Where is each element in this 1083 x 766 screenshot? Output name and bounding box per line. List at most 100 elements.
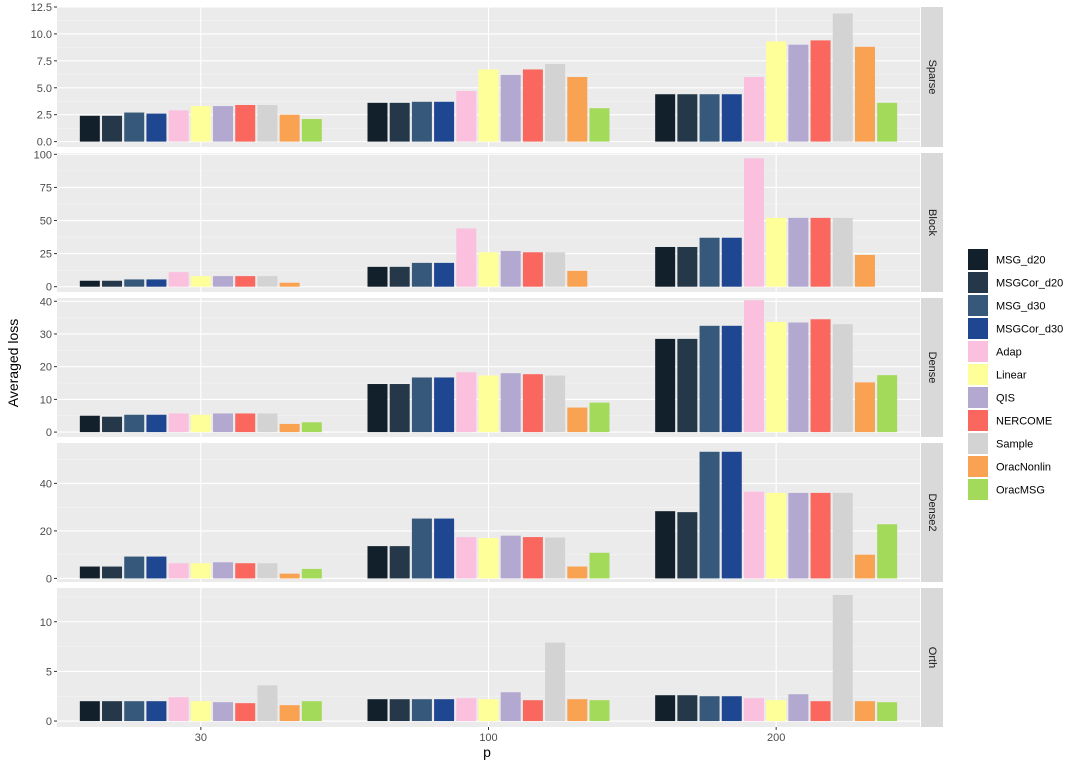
bar-sparse-100-msgcor_d30 [434,101,455,142]
bar-sparse-200-msg_d30 [699,94,720,142]
bar-sparse-200-linear [766,41,787,142]
legend-key [968,387,988,408]
x-tick-label: 100 [479,732,497,744]
bar-dense-200-sample [832,324,853,433]
bar-dense2-200-oracmsg [877,524,898,579]
bar-block-100-qis [500,250,521,287]
bar-sparse-200-oracnonlin [854,46,875,142]
bar-sparse-100-adap [456,91,477,142]
bar-dense-200-msgcor_d30 [721,325,742,433]
legend-key [968,410,988,431]
y-tick-label: 7.5 [37,56,52,68]
facet-strip [921,298,943,437]
y-tick-label: 0 [46,716,52,728]
bar-sparse-100-oracmsg [589,108,610,142]
legend-label: QIS [996,393,1015,405]
bar-orth-30-msgcor_d20 [102,701,123,722]
y-tick-label: 0 [46,282,52,294]
legend-item-oracmsg: OracMSG [968,479,1045,500]
bar-block-200-oracnonlin [854,254,875,287]
bar-sparse-30-linear [190,106,211,142]
bar-dense2-30-msgcor_d30 [146,556,167,579]
y-tick-label: 50 [40,216,52,228]
bar-sparse-200-nercome [810,40,831,142]
y-tick-label: 12.5 [31,2,52,14]
legend-item-qis: QIS [968,387,1015,408]
facet-strip [921,153,943,292]
legend-key [968,341,988,362]
panel-block: 0 25 50 75 100 Block [34,149,943,294]
y-tick-label: 0 [46,573,52,585]
bar-sparse-200-msg_d20 [655,94,676,142]
bar-orth-200-oracmsg [877,702,898,722]
bar-sparse-200-msgcor_d20 [677,94,698,142]
bar-block-30-linear [190,276,211,287]
bar-sparse-100-sample [545,64,566,142]
bar-dense2-30-sample [257,563,278,579]
bar-block-100-adap [456,228,477,287]
bar-orth-30-qis [213,702,234,722]
bar-orth-200-nercome [810,701,831,722]
y-tick-label: 10 [40,394,52,406]
bar-block-30-msg_d30 [124,279,145,287]
y-tick-label: 5.0 [37,83,52,95]
bar-dense2-100-qis [500,535,521,579]
bar-orth-30-msg_d20 [79,701,100,722]
bar-sparse-100-msg_d30 [411,101,432,142]
bar-dense-200-qis [788,322,809,433]
bar-block-200-msg_d30 [699,237,720,287]
bar-orth-200-linear [766,700,787,722]
bar-orth-100-msgcor_d30 [434,699,455,722]
bar-block-30-nercome [235,276,256,287]
y-tick-label: 2.5 [37,110,52,122]
legend-label: MSGCor_d30 [996,324,1063,336]
bar-block-200-msg_d20 [655,246,676,287]
bar-dense2-30-msg_d30 [124,556,145,579]
bar-block-100-msgcor_d20 [389,266,410,287]
facet-strip [921,443,943,582]
bar-orth-100-qis [500,692,521,722]
panels: 0.02.55.07.510.012.5Sparse0255075100Bloc… [31,2,943,728]
panel-sparse: 0.0 2.5 5.0 7.5 10.0 12.5 Sparse [31,2,943,149]
bar-block-30-msgcor_d30 [146,279,167,287]
legend-item-msg_d20: MSG_d20 [968,249,1046,270]
legend: MSG_d20 MSGCor_d20 MSG_d30 MSGCor_d30 Adap Li… [968,249,1063,500]
facet-strip-label: Sparse [926,60,938,95]
bar-orth-30-msg_d30 [124,701,145,722]
y-tick-label: 10 [40,617,52,629]
bar-orth-30-msgcor_d30 [146,701,167,722]
x-tick-label: 30 [195,732,207,744]
legend-item-msgcor_d30: MSGCor_d30 [968,318,1063,339]
facet-strip-label: Dense [926,352,938,384]
legend-key [968,295,988,316]
legend-key [968,249,988,270]
bar-dense2-100-oracmsg [589,552,610,579]
bar-dense-200-oracnonlin [854,382,875,433]
bar-block-200-adap [743,158,764,287]
legend-key [968,433,988,454]
bar-dense2-30-nercome [235,563,256,579]
bar-dense-100-qis [500,373,521,433]
bar-orth-100-oracmsg [589,700,610,722]
bar-dense2-100-oracnonlin [567,566,588,579]
bar-dense2-30-adap [168,563,189,579]
bar-dense-30-msgcor_d20 [102,416,123,433]
bar-block-200-linear [766,217,787,287]
bar-orth-30-adap [168,697,189,722]
y-tick-label: 0.0 [37,137,52,149]
bar-orth-100-nercome [522,700,543,722]
bar-dense2-30-qis [213,562,234,579]
legend-item-msg_d30: MSG_d30 [968,295,1046,316]
bar-orth-100-adap [456,698,477,722]
bar-orth-200-msgcor_d30 [721,696,742,722]
bar-orth-200-qis [788,694,809,722]
legend-label: Sample [996,439,1033,451]
bar-orth-100-msgcor_d20 [389,699,410,722]
bar-sparse-100-linear [478,69,499,142]
bar-sparse-30-oracmsg [301,119,322,142]
bar-dense2-100-msg_d20 [367,546,388,579]
bar-block-100-sample [545,252,566,287]
bar-dense-30-msg_d30 [124,414,145,433]
legend-key [968,318,988,339]
bar-dense2-30-oracnonlin [279,573,300,579]
